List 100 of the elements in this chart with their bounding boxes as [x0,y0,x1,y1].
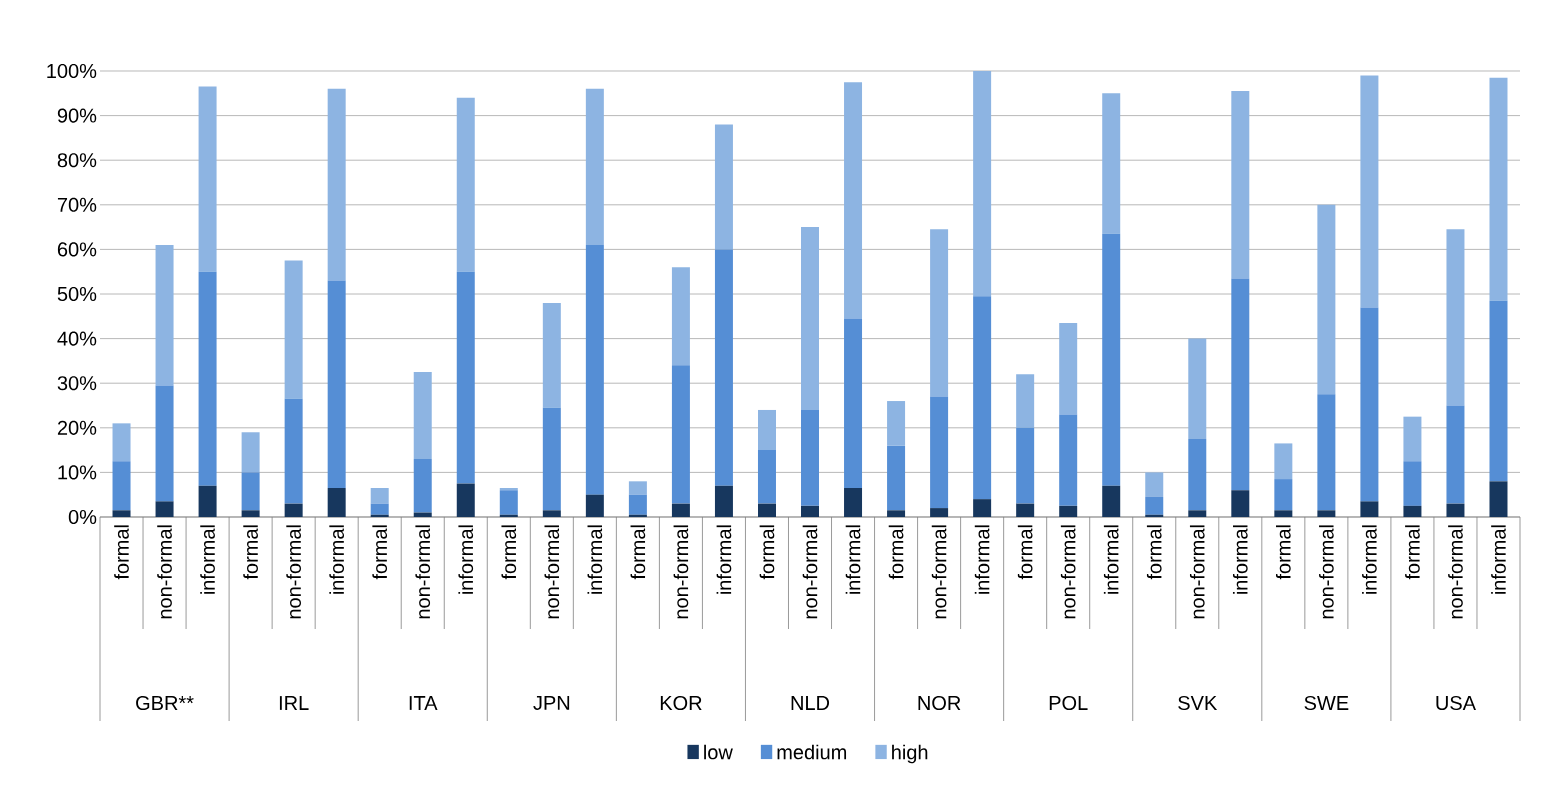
bar [499,490,518,515]
y-tick-label: 30% [57,376,97,391]
bar [112,461,131,511]
text: POL [1049,695,1088,711]
bar [585,494,604,517]
bar [844,488,863,517]
bar [1489,300,1508,482]
bar [1231,278,1250,491]
bar [1403,505,1422,517]
bar [1274,443,1293,480]
bar [370,488,389,504]
bar [1102,93,1121,234]
x-tick-label: informal [329,525,345,594]
bar [284,260,303,399]
bar [1145,514,1164,517]
x-tick-label: non-formal [802,525,818,619]
bar [327,88,346,281]
x-tick-label: informal [1362,525,1377,594]
x-tick-label: non-formal [157,525,172,619]
bar [887,445,906,511]
text: IRL [279,696,309,710]
x-tick-label: informal [845,525,861,594]
bar [456,271,475,484]
bar [671,503,690,517]
bar [198,485,217,517]
text: JPN [533,696,570,710]
bar [1059,322,1078,415]
x-tick-label: non-formal [1319,525,1334,619]
x-tick-label: formal [1405,525,1420,580]
bar [1188,438,1207,511]
bar [456,97,475,272]
bar [327,280,346,489]
bar [585,88,604,245]
x-tick-label: formal [1017,525,1033,580]
bar [241,432,260,473]
bar [1231,490,1250,517]
x-tick-label: formal [1276,525,1291,580]
x-tick-label: formal [888,525,904,580]
y-tick-label: 100% [47,63,97,79]
x-tick-label: non-formal [415,525,431,619]
bar [1102,233,1121,486]
bar [1016,427,1035,504]
bar [370,503,389,515]
x-tick-label: informal [1232,525,1248,594]
bar [757,450,776,504]
bar [1274,510,1293,517]
x-tick-label: formal [759,525,775,580]
bar [1446,229,1465,406]
bar [327,488,346,517]
bar [499,488,518,491]
bar [198,86,217,272]
y-tick-label: 80% [57,153,97,168]
x-tick-label: formal [1146,525,1162,580]
x-tick-label: formal [114,525,129,580]
x-tick-label: formal [243,525,258,580]
x-tick-label: non-formal [1189,525,1205,619]
bar [930,396,949,509]
bar [1360,307,1379,502]
bar [1188,338,1207,439]
x-tick-label: non-formal [544,525,560,619]
x-tick-label: non-formal [286,525,301,619]
y-tick-label: 0% [68,509,97,525]
bar [155,244,174,386]
x-tick-label: informal [1491,525,1506,594]
x-tick-label: informal [1103,525,1119,594]
y-tick-label: 60% [57,242,97,257]
x-tick-label: non-formal [673,525,689,619]
legend-label: low [704,744,733,760]
bar [671,365,690,504]
bar [973,71,992,297]
bar [1489,481,1508,517]
y-tick-label: 70% [57,197,97,212]
bar [1446,503,1465,517]
legend-label: high [892,744,928,764]
bar [973,499,992,517]
bar [1102,485,1121,517]
text: USA [1436,695,1476,711]
bar [585,244,604,495]
bar [413,459,432,513]
bar [801,227,820,410]
text: GBR** [136,695,194,711]
bar [930,229,949,397]
bar [1403,416,1422,462]
bar [542,510,561,517]
bar [198,271,217,486]
bar [714,249,733,486]
y-tick-label: 50% [57,286,97,302]
bar [671,267,690,366]
bar [241,472,260,511]
text: SVK [1178,695,1218,711]
y-tick-label: 10% [58,465,97,480]
bar [930,508,949,517]
x-tick-label: formal [501,525,517,580]
bar [1145,496,1164,515]
bar [542,407,561,511]
bar [1145,472,1164,497]
y-tick-label: 90% [57,108,97,123]
bar [1403,461,1422,506]
bar [1231,91,1250,279]
legend-label: medium [777,744,847,760]
